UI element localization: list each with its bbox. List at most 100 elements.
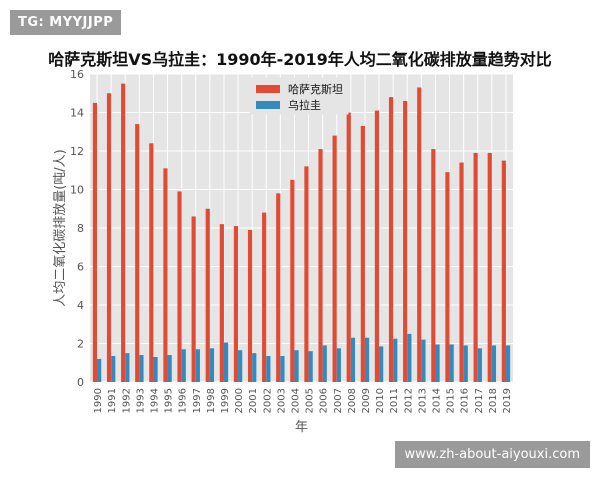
bar-series2 bbox=[280, 356, 285, 382]
x-tick-label: 1999 bbox=[220, 388, 231, 413]
x-tick-label: 1991 bbox=[107, 388, 118, 413]
bar-series1 bbox=[276, 193, 281, 382]
bar-series1 bbox=[346, 112, 351, 382]
bar-series1 bbox=[473, 152, 478, 382]
y-tick-label: 12 bbox=[70, 145, 84, 158]
bar-series1 bbox=[417, 87, 422, 382]
x-tick-label: 1998 bbox=[206, 388, 217, 413]
bar-series2 bbox=[477, 348, 482, 382]
bar-series2 bbox=[308, 351, 313, 382]
bar-series2 bbox=[252, 353, 257, 382]
x-tick-label: 2007 bbox=[333, 388, 344, 413]
x-tick-label: 2017 bbox=[474, 388, 485, 413]
bar-series1 bbox=[135, 124, 140, 383]
y-tick-label: 14 bbox=[70, 107, 84, 120]
y-tick-label: 2 bbox=[77, 338, 84, 351]
x-tick-label: 2013 bbox=[417, 388, 428, 413]
bar-series2 bbox=[167, 355, 172, 382]
bar-series2 bbox=[322, 345, 327, 382]
bar-series2 bbox=[139, 355, 144, 382]
bar-series1 bbox=[445, 172, 450, 382]
legend-swatch bbox=[256, 85, 280, 93]
bar-series2 bbox=[294, 350, 299, 382]
bar-series2 bbox=[393, 338, 398, 382]
x-tick-label: 2009 bbox=[361, 388, 372, 413]
bar-series1 bbox=[191, 216, 196, 382]
x-tick-label: 2000 bbox=[234, 388, 245, 413]
x-axis-label: 年 bbox=[295, 420, 308, 435]
bar-series2 bbox=[364, 337, 370, 382]
bar-series1 bbox=[177, 191, 182, 382]
bar-series1 bbox=[487, 152, 492, 382]
x-tick-label: 1992 bbox=[121, 388, 132, 413]
bar-series2 bbox=[336, 348, 341, 382]
legend-label: 乌拉圭 bbox=[288, 98, 321, 112]
bar-series1 bbox=[388, 97, 394, 382]
bar-series2 bbox=[125, 353, 130, 382]
x-tick-label: 1997 bbox=[192, 388, 203, 413]
x-tick-label: 2002 bbox=[262, 388, 273, 413]
bar-series2 bbox=[153, 356, 158, 382]
bar-series1 bbox=[262, 212, 267, 382]
bar-series1 bbox=[403, 100, 408, 382]
bar-series2 bbox=[407, 333, 412, 382]
x-tick-label: 1995 bbox=[164, 388, 175, 413]
bar-series2 bbox=[181, 349, 186, 382]
watermark-bottom: www.zh-about-aiyouxi.com bbox=[394, 441, 590, 468]
x-tick-label: 2011 bbox=[389, 388, 400, 413]
y-tick-label: 16 bbox=[70, 68, 84, 81]
bar-series2 bbox=[379, 346, 384, 382]
bar-series1 bbox=[318, 149, 323, 382]
bar-series1 bbox=[233, 226, 239, 382]
bar-series1 bbox=[501, 160, 506, 382]
bar-series1 bbox=[121, 83, 126, 382]
x-tick-label: 1993 bbox=[135, 388, 146, 413]
bar-series2 bbox=[209, 348, 215, 382]
bar-series1 bbox=[360, 125, 365, 382]
legend-swatch bbox=[256, 101, 280, 109]
x-tick-label: 2010 bbox=[375, 388, 386, 413]
bar-series1 bbox=[205, 208, 210, 382]
bar-series2 bbox=[421, 339, 426, 382]
bar-series2 bbox=[350, 337, 356, 382]
bar-series2 bbox=[223, 342, 229, 382]
bar-series2 bbox=[435, 344, 440, 382]
y-tick-label: 4 bbox=[77, 299, 84, 312]
x-tick-label: 2004 bbox=[290, 388, 301, 413]
bar-series1 bbox=[459, 162, 464, 382]
x-tick-label: 2001 bbox=[248, 388, 259, 413]
bar-series1 bbox=[219, 224, 224, 382]
bar-series1 bbox=[290, 179, 295, 382]
bar-series2 bbox=[238, 350, 243, 382]
x-tick-label: 2008 bbox=[347, 388, 358, 413]
bar-series1 bbox=[163, 168, 168, 382]
x-tick-label: 1990 bbox=[93, 388, 104, 413]
x-tick-label: 1994 bbox=[149, 388, 160, 413]
x-tick-label: 1996 bbox=[178, 388, 189, 413]
y-tick-label: 8 bbox=[77, 222, 84, 235]
y-tick-label: 0 bbox=[77, 376, 84, 389]
bar-series1 bbox=[247, 229, 253, 382]
x-tick-label: 2012 bbox=[403, 388, 414, 413]
bar-series1 bbox=[431, 149, 436, 382]
bar-series1 bbox=[374, 110, 380, 382]
bar-series2 bbox=[449, 344, 454, 382]
x-tick-label: 2006 bbox=[319, 388, 330, 413]
bar-series2 bbox=[463, 345, 468, 382]
bar-series1 bbox=[149, 143, 154, 382]
legend-label: 哈萨克斯坦 bbox=[288, 82, 343, 96]
bar-series1 bbox=[92, 102, 98, 382]
y-axis-label: 人均二氧化碳排放量(吨/人) bbox=[53, 149, 68, 307]
watermark-top: TG: MYYJJPP bbox=[10, 10, 122, 35]
y-tick-label: 10 bbox=[70, 184, 84, 197]
y-tick-label: 6 bbox=[77, 261, 84, 274]
bar-series1 bbox=[332, 135, 337, 382]
x-tick-label: 2014 bbox=[431, 388, 442, 413]
bar-series2 bbox=[111, 356, 116, 382]
x-tick-label: 2018 bbox=[488, 388, 499, 413]
bar-series2 bbox=[505, 345, 511, 382]
bar-series2 bbox=[266, 356, 271, 382]
bar-series2 bbox=[97, 358, 102, 382]
x-tick-label: 2003 bbox=[276, 388, 287, 413]
